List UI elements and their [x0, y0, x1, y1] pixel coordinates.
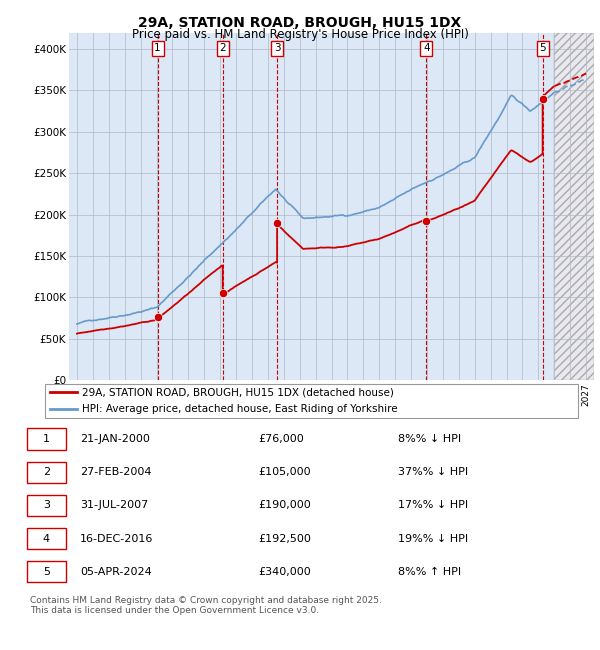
Text: £190,000: £190,000	[259, 500, 311, 510]
Text: 8%% ↓ HPI: 8%% ↓ HPI	[398, 434, 461, 444]
Text: 29A, STATION ROAD, BROUGH, HU15 1DX (detached house): 29A, STATION ROAD, BROUGH, HU15 1DX (det…	[83, 387, 394, 397]
Text: 05-APR-2024: 05-APR-2024	[80, 567, 152, 577]
FancyBboxPatch shape	[27, 462, 66, 483]
Text: HPI: Average price, detached house, East Riding of Yorkshire: HPI: Average price, detached house, East…	[83, 404, 398, 414]
Text: 16-DEC-2016: 16-DEC-2016	[80, 534, 153, 543]
Text: 8%% ↑ HPI: 8%% ↑ HPI	[398, 567, 461, 577]
FancyBboxPatch shape	[27, 428, 66, 450]
Text: 3: 3	[43, 500, 50, 510]
Text: 29A, STATION ROAD, BROUGH, HU15 1DX: 29A, STATION ROAD, BROUGH, HU15 1DX	[139, 16, 461, 31]
Text: 1: 1	[43, 434, 50, 444]
Text: 27-FEB-2004: 27-FEB-2004	[80, 467, 151, 477]
FancyBboxPatch shape	[45, 384, 578, 418]
Text: 4: 4	[43, 534, 50, 543]
Text: 2: 2	[43, 467, 50, 477]
Text: £76,000: £76,000	[259, 434, 304, 444]
Text: 5: 5	[539, 43, 546, 53]
Text: 31-JUL-2007: 31-JUL-2007	[80, 500, 148, 510]
Text: 21-JAN-2000: 21-JAN-2000	[80, 434, 149, 444]
Text: 4: 4	[423, 43, 430, 53]
Text: 1: 1	[154, 43, 161, 53]
Text: Contains HM Land Registry data © Crown copyright and database right 2025.
This d: Contains HM Land Registry data © Crown c…	[30, 596, 382, 616]
Text: £105,000: £105,000	[259, 467, 311, 477]
FancyBboxPatch shape	[27, 528, 66, 549]
Bar	[554, 32, 594, 380]
Text: 3: 3	[274, 43, 280, 53]
Text: £340,000: £340,000	[259, 567, 311, 577]
Text: Price paid vs. HM Land Registry's House Price Index (HPI): Price paid vs. HM Land Registry's House …	[131, 28, 469, 41]
FancyBboxPatch shape	[27, 495, 66, 516]
Text: £192,500: £192,500	[259, 534, 311, 543]
Text: 37%% ↓ HPI: 37%% ↓ HPI	[398, 467, 468, 477]
FancyBboxPatch shape	[27, 561, 66, 582]
Text: 2: 2	[220, 43, 226, 53]
Text: 17%% ↓ HPI: 17%% ↓ HPI	[398, 500, 468, 510]
Text: 5: 5	[43, 567, 50, 577]
Text: 19%% ↓ HPI: 19%% ↓ HPI	[398, 534, 468, 543]
Bar	[554, 32, 594, 380]
